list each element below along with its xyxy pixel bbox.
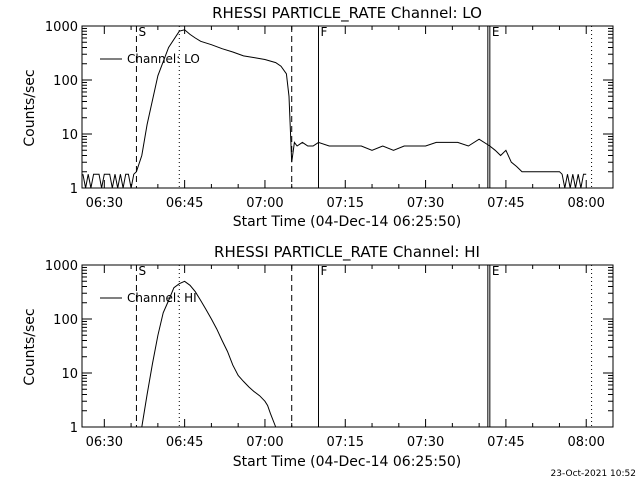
x-tick-label: 07:00 [246, 435, 283, 450]
y-tick-label: 1000 [45, 20, 78, 35]
marker-label: F [320, 264, 327, 278]
chart-panel-lo: RHESSI PARTICLE_RATE Channel: LO Counts/… [22, 4, 614, 230]
marker-label: E [492, 264, 500, 278]
y-tick-label: 1 [70, 421, 78, 436]
x-tick-label: 06:30 [86, 196, 123, 211]
chart-panel-hi: RHESSI PARTICLE_RATE Channel: HI Counts/… [22, 243, 614, 470]
y-axis-label: Counts/sec [22, 308, 38, 385]
x-tick-label: 07:45 [487, 435, 524, 450]
y-tick-label: 10 [61, 128, 78, 143]
y-tick-label: 100 [53, 313, 78, 328]
series-line [82, 29, 587, 189]
legend-label: Channel: HI [127, 291, 197, 305]
x-tick-label: 06:30 [86, 435, 123, 450]
x-tick-label: 07:00 [246, 196, 283, 211]
y-tick-label: 10 [61, 367, 78, 382]
legend: Channel: HI [100, 291, 197, 305]
chart-title: RHESSI PARTICLE_RATE Channel: LO [212, 4, 482, 23]
x-tick-label: 07:45 [487, 196, 524, 211]
marker-label: S [138, 264, 146, 278]
y-tick-label: 100 [53, 74, 78, 89]
chart-title: RHESSI PARTICLE_RATE Channel: HI [214, 243, 480, 262]
legend: Channel: LO [100, 52, 200, 66]
x-tick-label: 07:15 [327, 435, 364, 450]
x-axis-label: Start Time (04-Dec-14 06:25:50) [233, 454, 461, 470]
x-tick-label: 08:00 [567, 435, 604, 450]
x-tick-label: 06:45 [166, 435, 203, 450]
series-line [141, 280, 277, 428]
marker-label: E [492, 25, 500, 39]
legend-label: Channel: LO [127, 52, 200, 66]
y-tick-label: 1000 [45, 259, 78, 274]
plot-frame [81, 25, 614, 189]
footer-timestamp: 23-Oct-2021 10:52 [551, 469, 636, 479]
marker-label: F [320, 25, 327, 39]
x-tick-label: 07:30 [407, 196, 444, 211]
y-axis-label: Counts/sec [22, 69, 38, 146]
x-tick-label: 07:30 [407, 435, 444, 450]
x-axis-label: Start Time (04-Dec-14 06:25:50) [233, 214, 461, 230]
plot-frame [81, 264, 614, 428]
x-tick-label: 08:00 [567, 196, 604, 211]
y-tick-label: 1 [70, 182, 78, 197]
x-tick-label: 06:45 [166, 196, 203, 211]
x-tick-label: 07:15 [327, 196, 364, 211]
marker-label: S [138, 25, 146, 39]
